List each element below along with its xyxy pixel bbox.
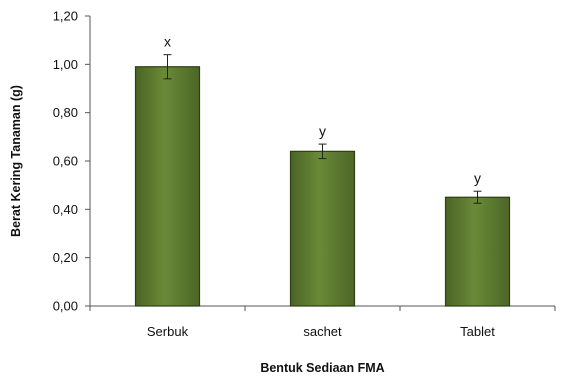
y-axis-title: Berat Kering Tanaman (g) [9,85,23,237]
x-tick-label: sachet [303,324,342,339]
y-tick-label: 0,00 [53,299,78,314]
bar [444,196,511,307]
y-tick-label: 1,00 [53,57,78,72]
x-tick-label: Serbuk [147,324,189,339]
bar [134,66,201,307]
y-tick-label: 1,20 [53,9,78,24]
y-tick-label: 0,40 [53,202,78,217]
significance-label: y [474,170,481,186]
bar [289,150,356,307]
x-axis-title: Bentuk Sediaan FMA [260,361,384,375]
bars: x y y [134,34,511,307]
y-tick-label: 0,20 [53,250,78,265]
y-tick-label: 0,60 [53,154,78,169]
labels: Berat Kering Tanaman (g) Bentuk Sediaan … [9,85,385,375]
x-tick-label: Tablet [460,324,495,339]
significance-label: x [164,34,171,50]
significance-label: y [319,123,326,139]
y-tick-label: 0,80 [53,105,78,120]
